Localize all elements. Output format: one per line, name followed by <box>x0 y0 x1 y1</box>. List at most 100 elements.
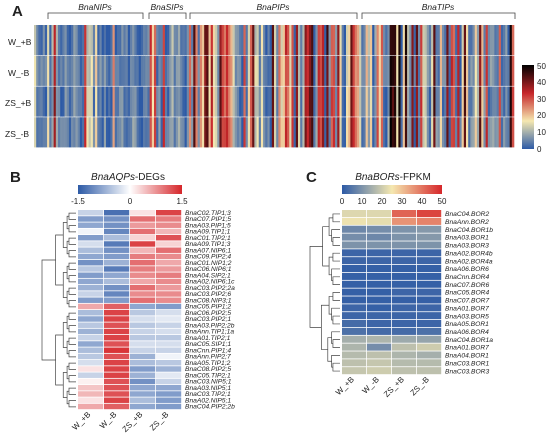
heatmap-a-cell <box>68 86 72 117</box>
heatmap-a-cell <box>245 117 249 148</box>
heatmap-a-cell <box>154 117 157 148</box>
heatmap-a-cell <box>197 117 201 148</box>
heatmap-a-cell <box>363 55 366 86</box>
heatmap-a-cell <box>95 86 98 117</box>
heatmap-c-cells <box>342 210 442 375</box>
heatmap-cell <box>342 210 367 218</box>
heatmap-a-cell <box>374 117 377 148</box>
heatmap-a-cell <box>494 117 497 148</box>
heatmap-a-cell <box>140 86 144 117</box>
heatmap-a-cell <box>328 117 332 148</box>
heatmap-cell <box>78 222 104 228</box>
heatmap-a-cell <box>68 25 72 56</box>
heatmap-a-cell <box>241 25 244 56</box>
heatmap-a-cell <box>442 86 445 117</box>
heatmap-cell <box>104 266 130 272</box>
heatmap-a-cell <box>503 25 506 56</box>
heatmap-a-cell <box>339 55 342 86</box>
heatmap-a-cell <box>426 55 430 86</box>
heatmap-a-cell <box>300 55 303 86</box>
heatmap-a-cell <box>127 25 131 56</box>
colorbar-b-tick-min: -1.5 <box>71 197 85 206</box>
heatmap-a-cell <box>300 117 303 148</box>
heatmap-a-cell <box>407 25 410 56</box>
heatmap-a-cell <box>437 55 441 86</box>
heatmap-a-cell <box>167 86 170 117</box>
heatmap-cell <box>367 320 392 328</box>
heatmap-a-cell <box>306 86 310 117</box>
heatmap-a-cell <box>160 117 164 148</box>
heatmap-a-cell <box>337 117 340 148</box>
gene-label: BnaC04.BOR1a <box>445 337 493 344</box>
dendrogram-branch <box>66 390 69 405</box>
colorbar-a-tick-10: 10 <box>537 128 546 137</box>
dendrogram-branch <box>68 337 76 345</box>
heatmap-a-cell <box>265 86 268 117</box>
heatmap-a-cell <box>130 25 133 56</box>
heatmap-a-cell <box>398 117 401 148</box>
heatmap-a-cell <box>343 86 347 117</box>
heatmap-a-cell <box>84 55 87 86</box>
heatmap-cell <box>417 351 442 359</box>
heatmap-a-cell <box>500 55 504 86</box>
row-label-w-minus-b: W_-B <box>8 68 30 78</box>
heatmap-a-cell <box>415 86 419 117</box>
heatmap-a-cell <box>258 117 262 148</box>
heatmap-a-cell <box>311 117 314 148</box>
heatmap-a-cell <box>215 25 218 56</box>
heatmap-a-cell <box>404 25 408 56</box>
heatmap-a-cell <box>243 117 246 148</box>
heatmap-a-cell <box>346 86 349 117</box>
heatmap-a-cells <box>34 25 515 148</box>
heatmap-a-cell <box>221 117 225 148</box>
heatmap-a-cell <box>103 117 107 148</box>
heatmap-a-cell <box>313 55 316 86</box>
heatmap-a-cell <box>127 117 131 148</box>
heatmap-a-cell <box>232 117 236 148</box>
heatmap-a-cell <box>389 86 393 117</box>
heatmap-a-cell <box>260 25 264 56</box>
panel-a: A BnaNIPs BnaSIPs BnaPIPs BnaTIPs W_+B W… <box>5 2 546 154</box>
heatmap-a-cell <box>433 55 436 86</box>
heatmap-cell <box>104 272 130 278</box>
heatmap-a-cell <box>380 25 384 56</box>
heatmap-a-cell <box>62 117 65 148</box>
heatmap-a-cell <box>106 55 109 86</box>
colorbar-c-tick-40: 40 <box>418 197 427 206</box>
heatmap-a-cell <box>385 117 388 148</box>
heatmap-a-cell <box>147 86 150 117</box>
heatmap-cell <box>104 253 130 260</box>
heatmap-a-cell <box>422 117 425 148</box>
heatmap-a-cell <box>481 86 484 117</box>
heatmap-cell <box>342 233 367 241</box>
heatmap-a-cell <box>282 55 286 86</box>
heatmap-a-cell <box>145 86 148 117</box>
heatmap-a-cell <box>505 55 508 86</box>
heatmap-a-cell <box>509 117 513 148</box>
heatmap-a-cell <box>271 55 275 86</box>
heatmap-a-cell <box>308 25 312 56</box>
heatmap-cell <box>156 316 182 322</box>
heatmap-a-cell <box>291 86 294 117</box>
heatmap-a-cell <box>498 25 502 56</box>
heatmap-a-cell <box>348 55 351 86</box>
heatmap-a-cell <box>335 25 338 56</box>
dendrogram-branch <box>68 287 76 295</box>
heatmap-a-cell <box>483 86 486 117</box>
heatmap-a-cell <box>494 25 497 56</box>
heatmap-a-cell <box>180 25 183 56</box>
gene-label: BnaC03.TIP2;1 <box>185 391 231 398</box>
heatmap-a-cell <box>380 86 384 117</box>
heatmap-a-cell <box>250 86 253 117</box>
heatmap-a-cell <box>461 117 465 148</box>
heatmap-a-cell <box>228 55 231 86</box>
heatmap-a-cell <box>372 55 375 86</box>
heatmap-a-cell <box>359 25 362 56</box>
heatmap-a-cell <box>418 117 421 148</box>
heatmap-a-cell <box>75 86 78 117</box>
heatmap-cell <box>342 335 367 343</box>
heatmap-a-cell <box>206 25 209 56</box>
heatmap-a-cell <box>101 25 105 56</box>
heatmap-cell <box>392 288 417 296</box>
heatmap-a-cell <box>40 86 44 117</box>
